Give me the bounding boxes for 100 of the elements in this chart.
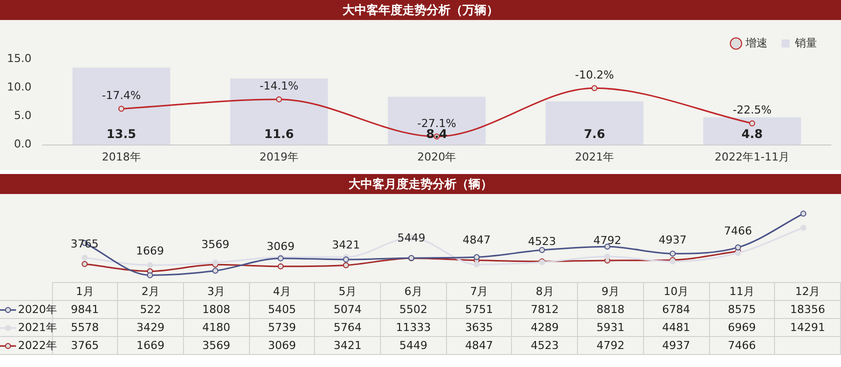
data-label: 11.6 [264, 126, 294, 141]
x-tick-label: 3月 [183, 282, 250, 300]
data-label: 7812 [512, 300, 578, 318]
x-tick-label: 4月 [249, 282, 315, 300]
x-tick-label: 11月 [709, 282, 775, 300]
data-label: 5764 [314, 318, 381, 336]
data-label: 4481 [643, 318, 710, 336]
point [800, 210, 806, 217]
annotation: 3421 [332, 238, 360, 252]
x-tick-label: 2月 [118, 282, 184, 300]
x-tick-label: 10月 [643, 282, 710, 300]
data-label: -22.5% [732, 104, 772, 117]
bar [546, 101, 644, 145]
data-label: 5931 [578, 318, 644, 336]
annotation: 4792 [593, 234, 622, 247]
point [343, 262, 349, 268]
data-label: 6969 [709, 318, 775, 336]
data-label: 5449 [380, 336, 446, 354]
data-label: 4847 [446, 336, 512, 354]
point [278, 263, 284, 270]
data-label: 3765 [70, 339, 99, 352]
data-label: 13.5 [106, 126, 136, 141]
annotation: 4937 [658, 233, 687, 246]
annotation: 4523 [528, 234, 556, 248]
point [82, 254, 88, 261]
x-tick-label: 2022年1-11月 [714, 150, 790, 164]
point [82, 261, 88, 268]
data-label: 3429 [118, 318, 184, 336]
point [118, 106, 124, 112]
data-label: 5751 [446, 300, 512, 318]
point [749, 120, 756, 126]
x-tick-label: 1月 [52, 282, 118, 300]
data-label: 1669 [118, 336, 184, 354]
point [147, 272, 153, 278]
data-label: 1808 [183, 300, 250, 318]
data-label: 4.8 [742, 126, 763, 141]
legend-label: 增速 [744, 36, 768, 50]
data-label: 7.6 [584, 126, 606, 141]
data-label: 3635 [446, 318, 512, 336]
x-tick-label: 7月 [446, 282, 512, 300]
data-label: 3069 [249, 336, 315, 354]
data-label: 7466 [709, 336, 775, 354]
data-label: 9841 [70, 303, 99, 316]
annotation: 1669 [136, 244, 164, 258]
y-tick-label: 15.0 [6, 52, 32, 65]
data-label: 8575 [709, 300, 775, 318]
y-tick-label: 0.0 [14, 138, 32, 151]
data-label: 11333 [380, 318, 446, 336]
point [604, 254, 610, 260]
annotation: 3069 [266, 240, 295, 253]
data-label: -10.2% [574, 68, 614, 82]
point [147, 262, 153, 268]
x-tick-label: 9月 [578, 282, 644, 300]
x-tick-label: 2020年 [417, 150, 456, 164]
data-label: 14291 [774, 318, 840, 336]
legend-label: 2021年 [18, 321, 57, 334]
legend-label: 2022年 [18, 339, 57, 352]
data-label: 5074 [314, 300, 381, 318]
legend-label: 销量 [794, 36, 817, 50]
point [591, 85, 598, 92]
data-label: 18356 [774, 300, 840, 318]
data-label: 4180 [183, 318, 250, 336]
annotation: 7466 [724, 224, 752, 238]
x-tick-label: 5月 [314, 282, 381, 300]
data-label: 3421 [314, 336, 381, 354]
chart-title: 大中客月度走势分析（辆） [0, 174, 841, 194]
y-tick-label: 10.0 [6, 80, 32, 94]
x-tick-label: 2019年 [260, 150, 299, 164]
bar [230, 78, 328, 145]
annotation: 4847 [462, 234, 491, 247]
point [474, 254, 480, 260]
annotation: 5449 [397, 232, 426, 245]
y-tick-label: 5.0 [14, 109, 32, 122]
x-tick-label: 2021年 [574, 150, 614, 164]
data-label: -17.4% [102, 89, 141, 102]
data-label: 3569 [183, 336, 250, 354]
data-label: 5405 [249, 300, 315, 318]
data-label: 8818 [578, 300, 644, 318]
data-label: 6784 [643, 300, 710, 318]
data-label: -14.1% [260, 80, 299, 93]
point [670, 250, 676, 257]
data-label: 5502 [380, 300, 446, 318]
point [212, 268, 218, 274]
data-label: -27.1% [417, 116, 456, 130]
annotation: 3569 [201, 238, 230, 252]
data-label: 4792 [578, 336, 644, 354]
bar [388, 96, 486, 145]
chart-title: 大中客年度走势分析（万辆） [0, 0, 841, 20]
point [539, 247, 545, 254]
point [735, 244, 741, 250]
data-label: 5578 [70, 321, 99, 334]
data-label: 5739 [249, 318, 315, 336]
data-label: 522 [118, 300, 184, 318]
data-label: 4937 [643, 336, 710, 354]
bar [72, 68, 170, 145]
point [276, 96, 282, 102]
x-tick-label: 12月 [774, 282, 840, 300]
x-tick-label: 8月 [512, 282, 578, 300]
x-tick-label: 2018年 [102, 150, 141, 164]
legend-label: 2020年 [18, 303, 57, 316]
